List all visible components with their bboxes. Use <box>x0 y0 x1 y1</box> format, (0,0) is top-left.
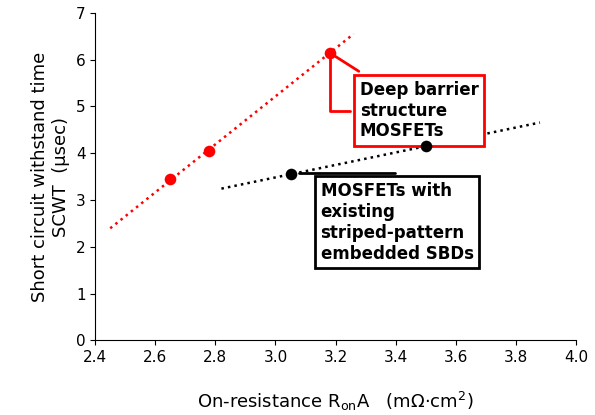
Point <box>165 176 175 182</box>
Point <box>325 49 334 56</box>
Text: On-resistance $\mathregular{R_{on}}$A   (m$\Omega$$\cdot$cm$^2$): On-resistance $\mathregular{R_{on}}$A (m… <box>198 389 474 413</box>
Point <box>205 148 214 154</box>
Point <box>286 171 295 178</box>
Text: MOSFETs with
existing
striped-pattern
embedded SBDs: MOSFETs with existing striped-pattern em… <box>299 173 474 263</box>
Y-axis label: Short circuit withstand time
SCWT  (μsec): Short circuit withstand time SCWT (μsec) <box>32 51 70 302</box>
Text: Deep barrier
structure
MOSFETs: Deep barrier structure MOSFETs <box>330 56 478 140</box>
Point <box>421 143 431 149</box>
